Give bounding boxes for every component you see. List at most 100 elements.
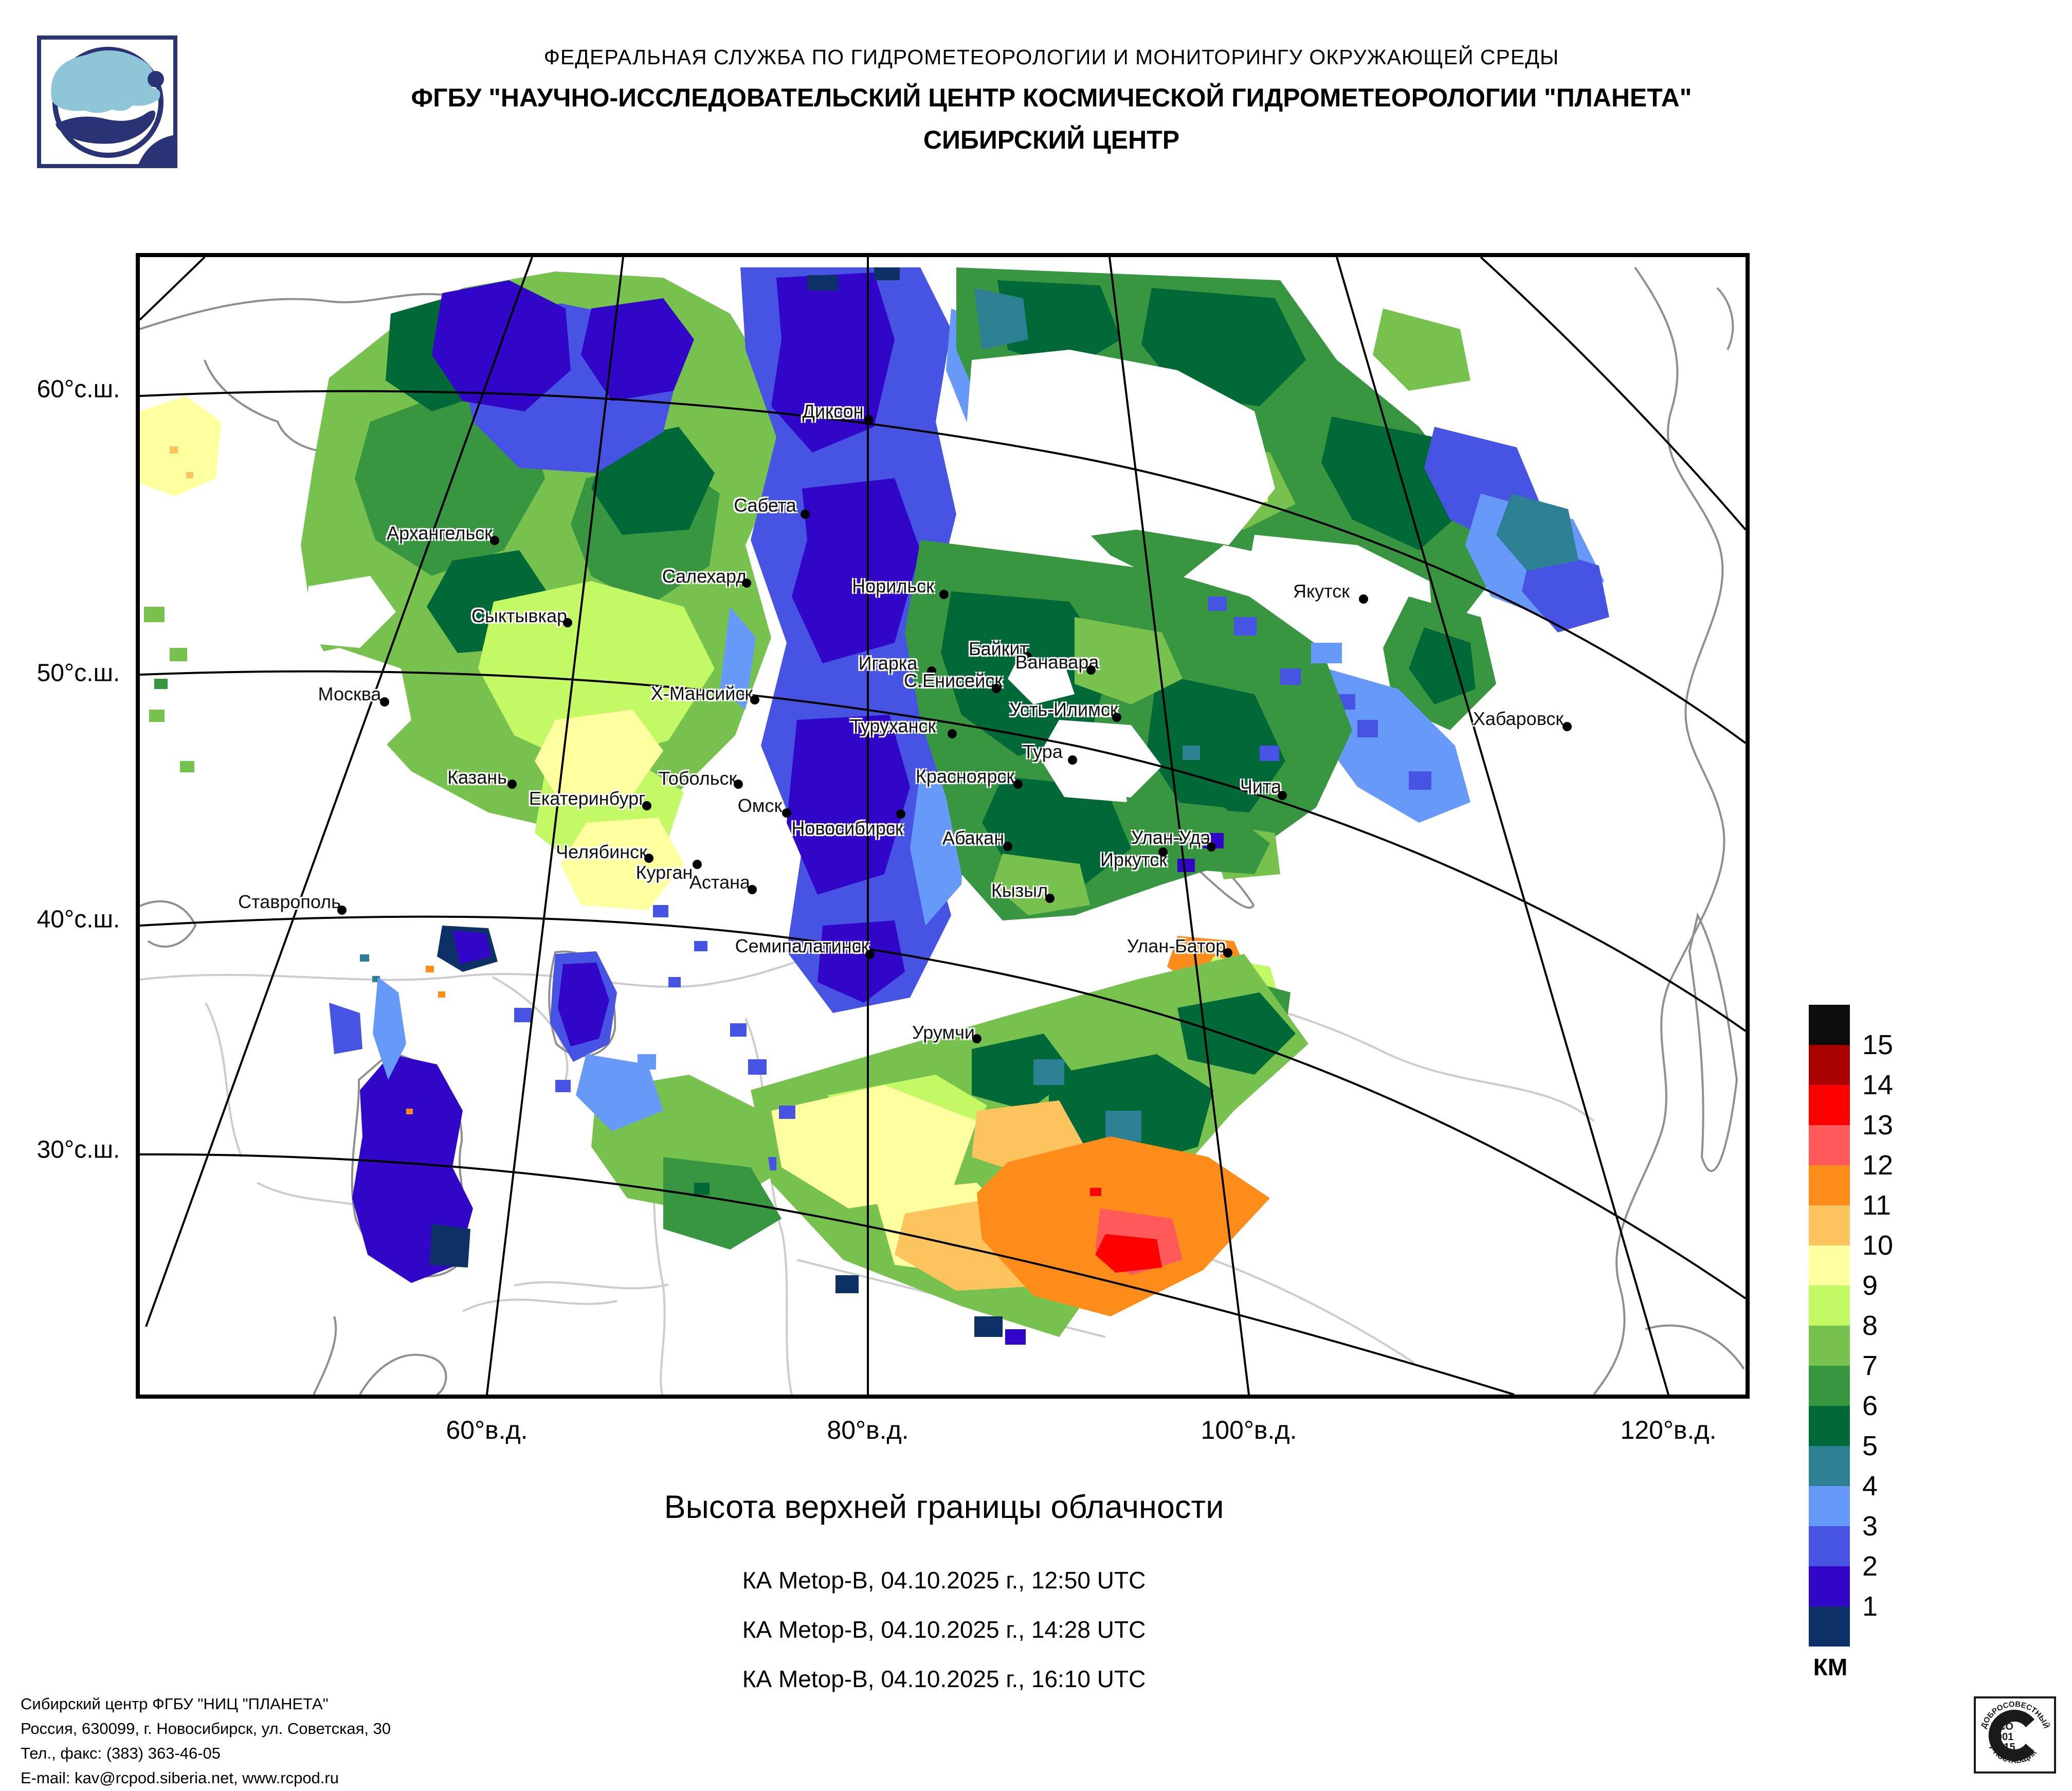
- legend-value-label: 13: [1862, 1110, 1894, 1141]
- footer-line-3: Тел., факс: (383) 363-46-05: [21, 1744, 221, 1762]
- legend-value-label: 15: [1862, 1029, 1894, 1060]
- city-label: Сыктывкар: [471, 605, 568, 626]
- legend-value-label: 5: [1862, 1431, 1878, 1461]
- city-label: Семипалатинск: [735, 935, 869, 956]
- coast-sakhalin: [1688, 912, 1738, 1172]
- city-label: Красноярск: [915, 766, 1015, 787]
- satellite-pass-3: КА Metop-B, 04.10.2025 г., 16:10 UTC: [742, 1666, 1146, 1692]
- city-dot: [693, 860, 702, 869]
- city-label: Архангельск: [387, 522, 493, 544]
- coast-gulf1: [313, 1316, 337, 1395]
- coast-gulf2: [359, 1353, 447, 1395]
- map-area: Диксон Сабета Норильск Игарка Туруханск Тура Я…: [136, 253, 1750, 1399]
- stamp-center-3: -2015: [1989, 1742, 2015, 1753]
- planeta-logo-icon: [37, 35, 177, 168]
- city-label: Улан-Батор: [1126, 935, 1226, 956]
- city-dot: [490, 536, 499, 545]
- header-org-line: ФЕДЕРАЛЬНАЯ СЛУЖБА ПО ГИДРОМЕТЕОРОЛОГИИ …: [543, 45, 1559, 69]
- coast-japan: [1645, 1324, 1745, 1370]
- city-label: Астана: [689, 872, 751, 893]
- city-dot: [1359, 594, 1368, 604]
- satellite-pass-1: КА Metop-B, 04.10.2025 г., 12:50 UTC: [742, 1567, 1146, 1594]
- city-dot: [972, 1034, 982, 1043]
- city-label: Хабаровск: [1473, 708, 1564, 729]
- city-dot: [948, 729, 957, 738]
- city-dot: [1207, 842, 1216, 852]
- city-label: Усть-Илимск: [1009, 699, 1118, 720]
- meridian-120e: [1336, 257, 1669, 1395]
- satellite-dot: [148, 71, 164, 87]
- meridian-60e: [486, 257, 624, 1395]
- lon-label: 80°в.д.: [827, 1416, 909, 1444]
- city-label: Ставрополь: [238, 891, 341, 912]
- lon-label: 100°в.д.: [1201, 1416, 1297, 1444]
- city-dot: [865, 950, 875, 959]
- city-dot: [1023, 652, 1032, 661]
- legend-value-label: 7: [1862, 1350, 1878, 1381]
- legend-color-cell: [1809, 1606, 1850, 1647]
- legend-value-label: 4: [1862, 1471, 1878, 1501]
- city-label: Игарка: [858, 653, 918, 674]
- city-label: С.Енисейск: [904, 670, 1003, 691]
- lat-label: 50°с.ш.: [37, 659, 120, 687]
- lat-label: 60°с.ш.: [37, 375, 120, 403]
- coast-island-tr: [1716, 287, 1734, 350]
- city-label: Омск: [737, 795, 783, 816]
- city-dot: [1112, 713, 1121, 722]
- city-label: Новосибирск: [791, 818, 903, 839]
- city-label: Екатеринбург: [529, 788, 646, 809]
- city-dot: [801, 510, 810, 519]
- legend-color-cell: [1809, 1286, 1850, 1326]
- city-label: Москва: [318, 683, 381, 704]
- header-branch-line: СИБИРСКИЙ ЦЕНТР: [923, 125, 1180, 154]
- legend-color-cell: [1809, 1366, 1850, 1406]
- legend-value-label: 3: [1862, 1511, 1878, 1542]
- city-dot: [1278, 791, 1287, 800]
- corner-shape: [138, 135, 173, 166]
- city-dot: [1562, 722, 1572, 731]
- wave-shape: [56, 111, 156, 144]
- meridian-100e: [1108, 257, 1250, 1395]
- legend-color-cell: [1809, 1125, 1850, 1165]
- cloud-shape: [51, 50, 160, 113]
- city-dot: [864, 415, 874, 424]
- legend-value-label: 12: [1862, 1150, 1894, 1181]
- city-label: Х-Мансийск: [650, 683, 753, 704]
- legend-value-label: 6: [1862, 1390, 1878, 1421]
- parallel-40n: [140, 915, 1746, 1299]
- legend-color-cell: [1809, 1326, 1850, 1366]
- lat-label: 40°с.ш.: [37, 906, 120, 933]
- city-label: Салехард: [662, 566, 747, 587]
- city-dot: [507, 780, 517, 789]
- legend-color-cell: [1809, 1085, 1850, 1125]
- city-label: Тура: [1023, 741, 1063, 762]
- lat-label: 30°с.ш.: [37, 1136, 120, 1164]
- city-dot: [927, 666, 936, 676]
- city-dot: [380, 697, 389, 707]
- city-label: Иркутск: [1100, 849, 1167, 870]
- city-dot: [1003, 842, 1012, 851]
- legend-value-label: 2: [1862, 1551, 1878, 1582]
- parallel-50n: [140, 670, 1746, 1032]
- graticule: [140, 257, 1746, 1395]
- legend-value-label: 11: [1862, 1190, 1892, 1221]
- footer-contact-block: Сибирский центр ФГБУ "НИЦ "ПЛАНЕТА" Росс…: [21, 1692, 391, 1790]
- city-label: Курган: [635, 862, 693, 883]
- footer-line-2: Россия, 630099, г. Новосибирск, ул. Сове…: [21, 1720, 391, 1738]
- city-label: Якутск: [1293, 581, 1350, 602]
- cloud-field: [140, 267, 1609, 1345]
- city-dot: [1158, 847, 1168, 857]
- city-dot: [1068, 755, 1077, 765]
- city-dot: [644, 854, 653, 863]
- city-label: Челябинск: [556, 841, 647, 862]
- legend-color-cell: [1809, 1526, 1850, 1566]
- legend-color-cell: [1809, 1446, 1850, 1486]
- coast-fareast: [1593, 266, 1725, 1395]
- city-dot: [750, 695, 759, 704]
- city-label: Чита: [1240, 776, 1282, 797]
- city-label: Туруханск: [850, 715, 936, 736]
- parallel-60n: [140, 390, 1746, 744]
- legend-color-cell: [1809, 1406, 1850, 1446]
- header: ФЕДЕРАЛЬНАЯ СЛУЖБА ПО ГИДРОМЕТЕОРОЛОГИИ …: [31, 45, 2072, 155]
- city-dot: [939, 590, 949, 599]
